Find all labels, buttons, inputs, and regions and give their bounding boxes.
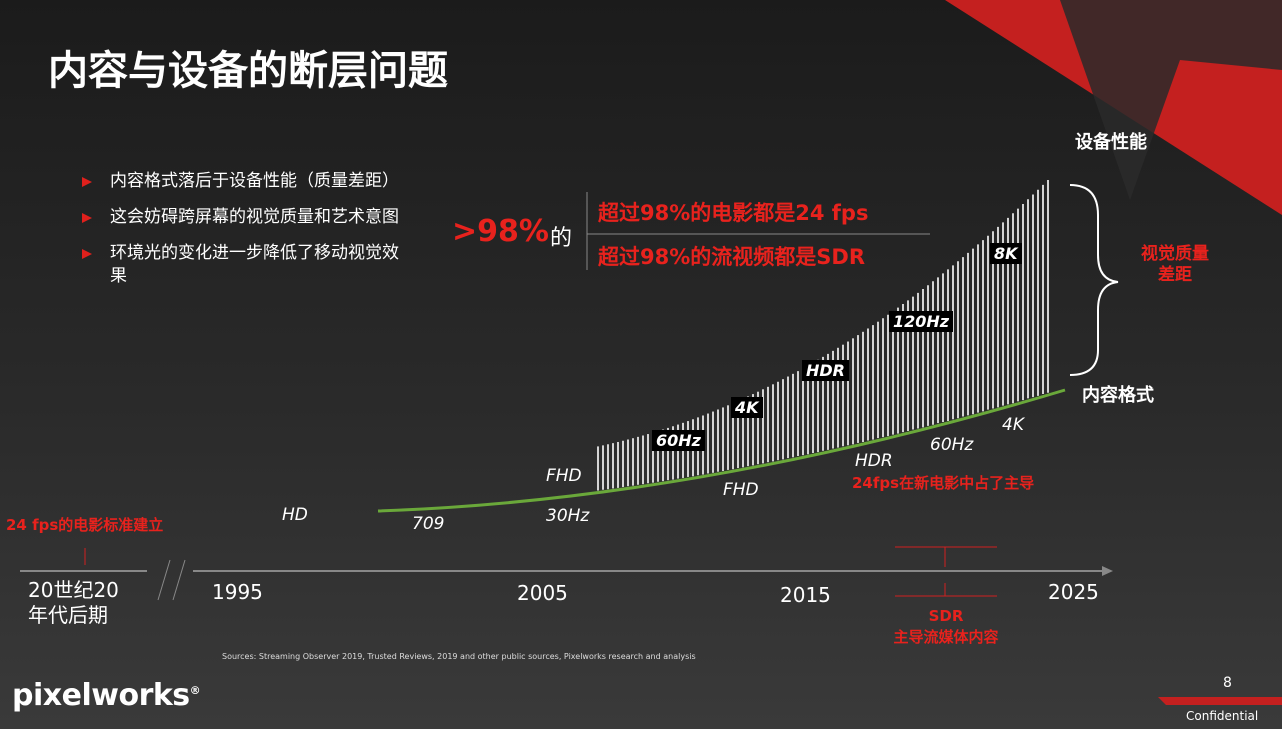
- callout-line: 超过98%的流视频都是SDR: [598, 245, 865, 269]
- device-tag: 60Hz: [652, 430, 705, 451]
- footer: Confidential: [1186, 709, 1259, 723]
- page-number: 8: [1223, 675, 1232, 691]
- year-label: 2015: [780, 583, 831, 607]
- sdr-note: 主导流媒体内容: [893, 628, 999, 646]
- year-label: 1995: [212, 580, 263, 604]
- device-label: 设备性能: [1075, 132, 1147, 153]
- sdr-note: SDR: [928, 607, 964, 625]
- logo: pixelworks®: [12, 678, 201, 713]
- callout-particle: 的: [550, 226, 573, 251]
- timeline-break: [172, 559, 186, 601]
- year-label: 2005: [517, 581, 568, 605]
- gap-label: 视觉质量差距: [1141, 244, 1209, 285]
- device-tag: 4K: [731, 397, 763, 418]
- logo-text: pixelworks: [12, 678, 190, 713]
- content-tag: HDR: [855, 451, 893, 471]
- slide-title: 内容与设备的断层问题: [48, 48, 448, 94]
- content-tag: 60Hz: [930, 435, 974, 455]
- content-tag: 30Hz: [546, 506, 590, 526]
- bullet: 内容格式落后于设备性能（质量差距）: [80, 170, 410, 193]
- content-tag: 709: [412, 514, 445, 534]
- device-tag: HDR: [802, 360, 849, 381]
- year-label: 2025: [1048, 580, 1099, 604]
- corner-shade: [1060, 0, 1282, 200]
- content-label: 内容格式: [1082, 385, 1154, 406]
- sources: Sources: Streaming Observer 2019, Truste…: [222, 652, 696, 661]
- content-note: 24fps在新电影中占了主导: [852, 474, 1035, 492]
- callout-percent: >98%: [452, 214, 549, 249]
- bullet: 这会妨碍跨屏幕的视觉质量和艺术意图: [80, 206, 410, 229]
- origin-label: 20世纪20年代后期: [28, 578, 119, 627]
- timeline-break: [157, 559, 171, 601]
- device-tag: 8K: [990, 243, 1022, 264]
- content-tag: FHD: [723, 480, 759, 500]
- content-curve: [377, 388, 1066, 513]
- footer-accent: [1158, 697, 1282, 705]
- content-tag: FHD: [546, 466, 582, 486]
- gap-brace: [1069, 184, 1119, 376]
- bullet: 环境光的变化进一步降低了移动视觉效果: [80, 242, 410, 288]
- timeline-arrow: [1102, 566, 1113, 576]
- device-tag: 120Hz: [889, 311, 954, 332]
- content-tag: 4K: [1002, 415, 1024, 435]
- logo-mark: ®: [189, 684, 201, 697]
- callout-line: 超过98%的电影都是24 fps: [598, 201, 869, 225]
- content-tag: HD: [282, 505, 308, 525]
- origin-note: 24 fps的电影标准建立: [6, 516, 164, 534]
- bullet-list: 内容格式落后于设备性能（质量差距） 这会妨碍跨屏幕的视觉质量和艺术意图 环境光的…: [80, 170, 410, 301]
